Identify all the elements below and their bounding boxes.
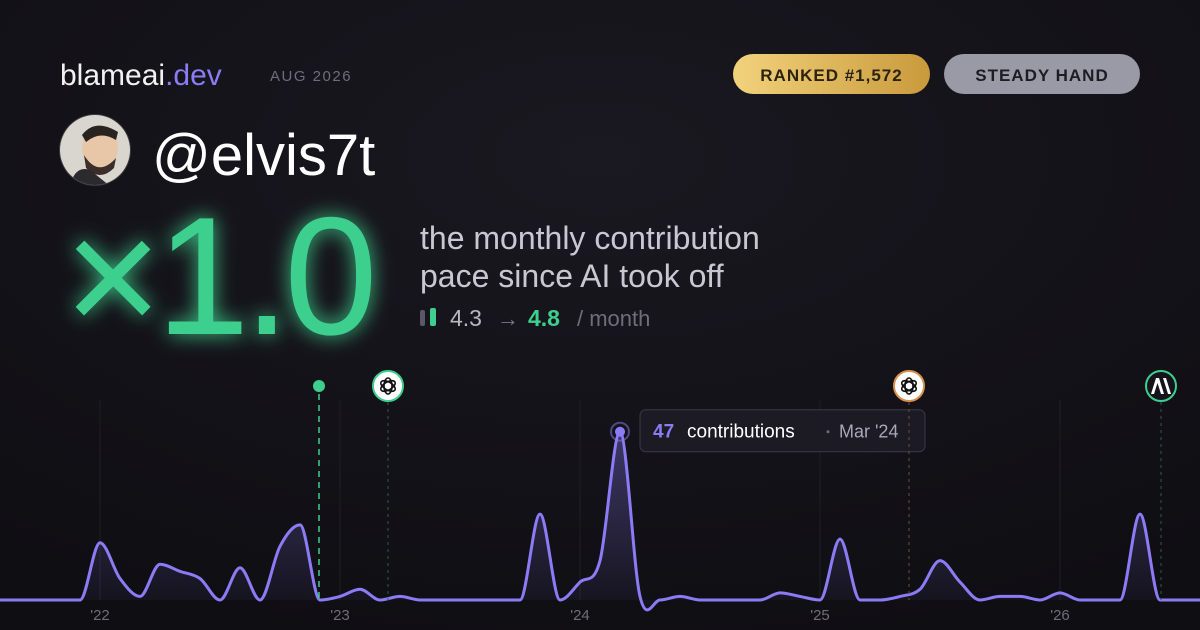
openai-icon	[893, 370, 925, 402]
brand: blameai.dev	[60, 59, 222, 92]
rank-badge	[733, 54, 930, 94]
x-tick-label: '23	[330, 607, 350, 624]
line	[0, 430, 1200, 612]
x-tick-label: '24	[570, 607, 590, 624]
tooltip-label: contributions	[687, 422, 795, 443]
area	[0, 431, 1200, 610]
x-tick-label: '22	[90, 607, 110, 624]
peak-point	[615, 426, 625, 437]
style-badge	[944, 54, 1140, 94]
brand-suffix: .dev	[165, 59, 222, 92]
tooltip-date: Mar '24	[839, 422, 898, 442]
multiplier: ×1.0	[64, 182, 372, 370]
arrow: →	[497, 306, 519, 331]
style-badge-text: STEADY HAND	[975, 66, 1108, 85]
event-markers	[313, 370, 1177, 600]
pace-before: 4.3	[450, 305, 482, 331]
date: AUG 2026	[270, 68, 352, 85]
anthropic-icon	[1145, 370, 1177, 402]
pace-unit: / month	[577, 306, 650, 331]
tooltip-value: 47	[653, 422, 674, 443]
icon	[420, 310, 425, 326]
rank-badge-text: RANKED #1,572	[760, 66, 902, 85]
openai-icon	[372, 370, 404, 402]
description: the monthly contribution	[420, 220, 760, 256]
x-tick-label: '26	[1050, 607, 1070, 624]
description: pace since AI took off	[420, 258, 724, 294]
brand-name: blameai	[60, 59, 165, 92]
x-tick-label: '25	[810, 607, 830, 624]
chart: '22 '23 '24 '25 '26 47 contributions Mar '24	[0, 400, 1200, 624]
separator	[826, 430, 830, 434]
peak-halo	[610, 421, 630, 442]
handle: @elvis7t	[152, 123, 375, 188]
tooltip	[639, 409, 926, 453]
pace-after: 4.8	[528, 305, 560, 331]
avatar	[59, 114, 131, 186]
icon	[430, 308, 436, 326]
event-dot	[313, 380, 325, 392]
